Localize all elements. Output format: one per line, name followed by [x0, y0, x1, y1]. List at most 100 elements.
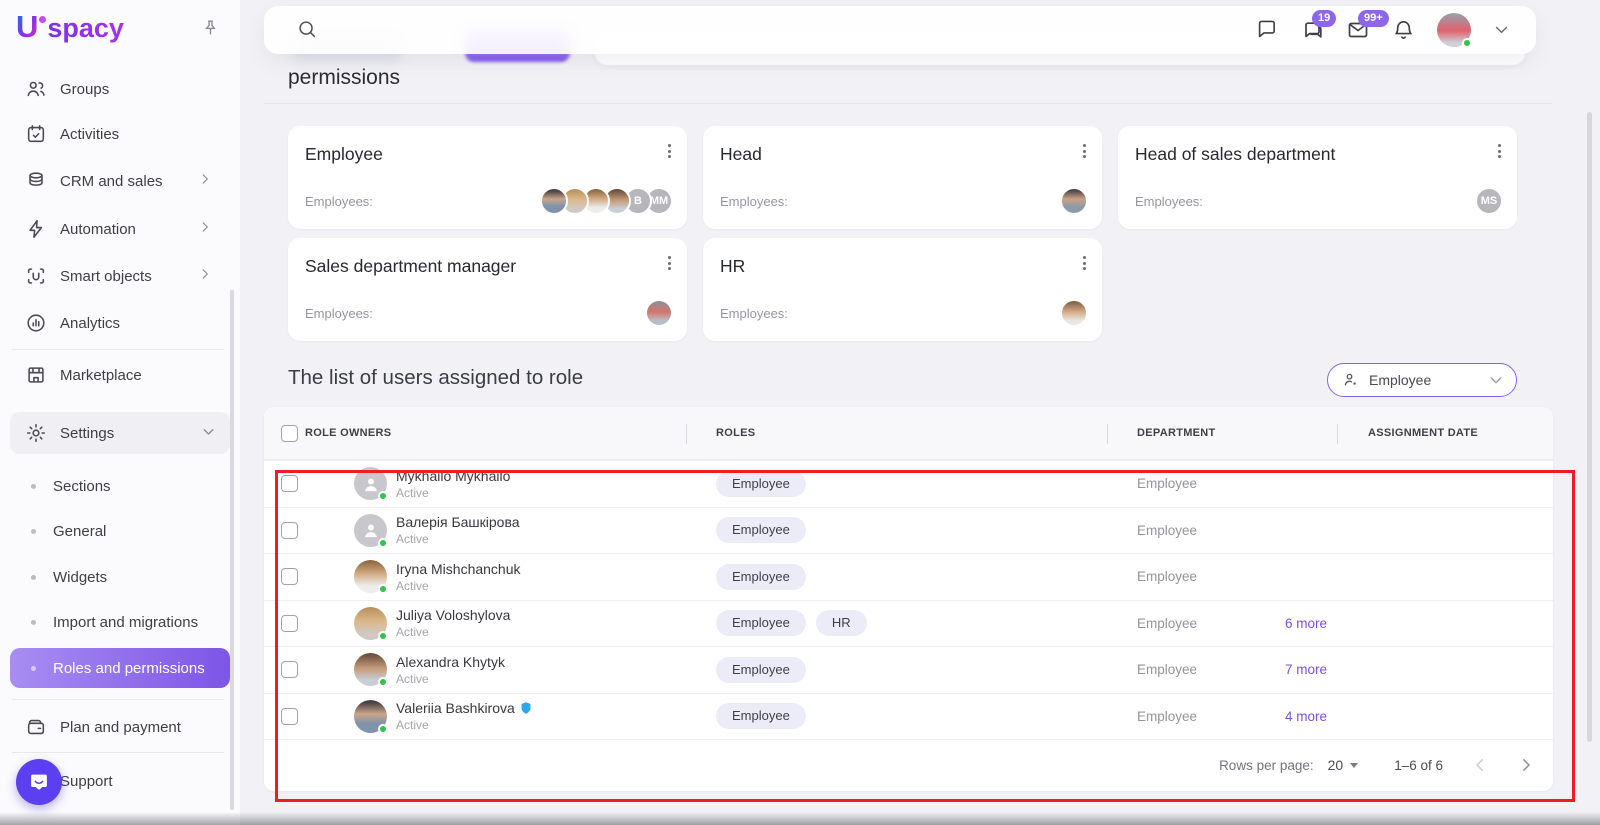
- table-row[interactable]: Iryna Mishchanchuk Active Employee Emplo…: [264, 553, 1553, 600]
- row-checkbox[interactable]: [281, 614, 298, 632]
- uspacy-logo[interactable]: U spacy: [16, 11, 124, 44]
- employee-avatars[interactable]: MS: [1475, 187, 1503, 215]
- row-checkbox[interactable]: [281, 568, 298, 586]
- employees-label: Employees:: [305, 193, 373, 209]
- wallet-icon: [25, 716, 47, 738]
- role-card-title: Head: [720, 144, 762, 164]
- member-avatar: [540, 187, 568, 215]
- notifications-bell-icon[interactable]: [1392, 18, 1415, 42]
- sidebar-item-settings[interactable]: Settings: [10, 412, 230, 454]
- sidebar-item-activities[interactable]: Activities: [0, 113, 240, 155]
- main-content: permissions 19 99+: [240, 0, 1600, 825]
- next-page-icon[interactable]: [1517, 756, 1535, 774]
- sidebar-item-widgets[interactable]: Widgets: [0, 557, 240, 597]
- rows-per-page-select[interactable]: 20: [1328, 757, 1359, 773]
- employee-avatars[interactable]: B MM: [540, 187, 673, 215]
- role-card-title: Employee: [305, 144, 383, 164]
- chevron-down-icon: [201, 424, 216, 443]
- select-all-checkbox[interactable]: [281, 425, 298, 442]
- marketplace-icon: [25, 364, 47, 386]
- sidebar-item-analytics[interactable]: Analytics: [0, 302, 240, 344]
- user-avatar: [354, 560, 388, 595]
- department-value: Employee: [1137, 569, 1198, 585]
- employee-avatars[interactable]: [645, 299, 673, 327]
- sidebar-divider: [12, 752, 224, 753]
- rows-per-page-value: 20: [1327, 757, 1344, 773]
- table-row[interactable]: Mykhailo Mykhailo Active Employee Employ…: [264, 460, 1553, 507]
- support-chat-button[interactable]: [16, 759, 62, 805]
- kebab-menu-icon[interactable]: [1079, 140, 1090, 162]
- sidebar-item-roles-and-permissions[interactable]: Roles and permissions: [10, 648, 230, 688]
- page-scrollbar[interactable]: [1587, 112, 1592, 742]
- table-row[interactable]: Valeriia Bashkirova Active Employee Empl…: [264, 692, 1553, 740]
- online-status-dot: [378, 677, 388, 688]
- role-chip: Employee: [716, 703, 806, 730]
- user-name[interactable]: Mykhailo Mykhailo: [396, 467, 511, 484]
- sidebar-subitem-label: Widgets: [53, 568, 108, 586]
- online-status-dot: [378, 537, 388, 548]
- sidebar-item-label: Support: [60, 772, 113, 790]
- sidebar-divider: [12, 349, 224, 350]
- users-table: ROLE OWNERS ROLES DEPARTMENT ASSIGNMENT …: [264, 407, 1553, 791]
- sidebar-item-marketplace[interactable]: Marketplace: [0, 354, 240, 396]
- search-icon[interactable]: [296, 18, 318, 42]
- chats-icon[interactable]: 19: [1300, 10, 1337, 42]
- pin-sidebar-icon[interactable]: [201, 18, 220, 40]
- sidebar-item-general[interactable]: General: [0, 511, 240, 551]
- kebab-menu-icon[interactable]: [664, 140, 675, 162]
- row-checkbox[interactable]: [281, 661, 298, 679]
- more-departments-link[interactable]: 7 more: [1284, 662, 1327, 678]
- member-avatar: [1060, 187, 1088, 215]
- employees-label: Employees:: [720, 193, 788, 209]
- sidebar-item-support[interactable]: Support: [0, 760, 240, 802]
- role-card-head: Head Employees:: [703, 126, 1102, 229]
- user-avatar-placeholder: [354, 467, 388, 502]
- kebab-menu-icon[interactable]: [664, 252, 675, 274]
- sidebar-item-smart-objects[interactable]: Smart objects: [0, 255, 240, 297]
- sidebar-scrollbar[interactable]: [230, 290, 234, 810]
- profile-chevron-down-icon[interactable]: [1493, 21, 1510, 39]
- role-filter-select[interactable]: Employee: [1327, 363, 1517, 397]
- sidebar-item-crm-and-sales[interactable]: CRM and sales: [0, 160, 240, 202]
- mail-icon[interactable]: 99+: [1346, 10, 1389, 42]
- user-name[interactable]: Валерія Башкірова: [396, 514, 520, 531]
- employee-avatars[interactable]: [1060, 187, 1088, 215]
- sidebar-item-sections[interactable]: Sections: [0, 466, 240, 506]
- table-row[interactable]: Валерія Башкірова Active Employee Employ…: [264, 506, 1553, 554]
- sidebar-item-automation[interactable]: Automation: [0, 208, 240, 250]
- user-name[interactable]: Juliya Voloshylova: [396, 607, 511, 624]
- kebab-menu-icon[interactable]: [1494, 140, 1505, 162]
- user-name[interactable]: Iryna Mishchanchuk: [396, 560, 521, 577]
- column-header-assignment-date: ASSIGNMENT DATE: [1368, 427, 1479, 439]
- sidebar-item-import-and-migrations[interactable]: Import and migrations: [0, 602, 240, 642]
- table-header: ROLE OWNERS ROLES DEPARTMENT ASSIGNMENT …: [264, 407, 1553, 460]
- sidebar-subitem-label: Sections: [53, 477, 111, 495]
- user-avatar[interactable]: [1437, 13, 1472, 48]
- comment-icon[interactable]: [1255, 18, 1278, 42]
- row-checkbox[interactable]: [281, 521, 298, 539]
- online-status-dot: [378, 723, 388, 734]
- user-name[interactable]: Alexandra Khytyk: [396, 653, 505, 670]
- sidebar-item-plan-and-payment[interactable]: Plan and payment: [0, 706, 240, 748]
- sidebar-item-groups[interactable]: Groups: [0, 68, 240, 110]
- previous-page-icon[interactable]: [1471, 756, 1489, 774]
- employee-avatars[interactable]: [1060, 299, 1088, 327]
- row-checkbox[interactable]: [281, 475, 298, 493]
- department-value: Employee: [1137, 476, 1198, 492]
- department-value: Employee: [1137, 662, 1198, 678]
- bullet-icon: [31, 483, 36, 489]
- topbar-actions: 19 99+: [1255, 10, 1536, 48]
- row-checkbox[interactable]: [281, 707, 298, 725]
- table-row[interactable]: Juliya Voloshylova Active Employee HR Em…: [264, 599, 1553, 647]
- column-separator: [686, 424, 687, 444]
- more-departments-link[interactable]: 4 more: [1284, 708, 1327, 724]
- chevron-down-icon: [1488, 372, 1504, 388]
- user-name[interactable]: Valeriia Bashkirova: [396, 700, 515, 717]
- kebab-menu-icon[interactable]: [1079, 252, 1090, 274]
- sidebar-item-label: Activities: [60, 125, 120, 143]
- table-row[interactable]: Alexandra Khytyk Active Employee Employe…: [264, 646, 1553, 693]
- chat-bubble-icon: [31, 774, 47, 790]
- column-header-role-owners: ROLE OWNERS: [305, 427, 392, 439]
- user-status: Active: [396, 578, 429, 593]
- more-departments-link[interactable]: 6 more: [1284, 615, 1327, 631]
